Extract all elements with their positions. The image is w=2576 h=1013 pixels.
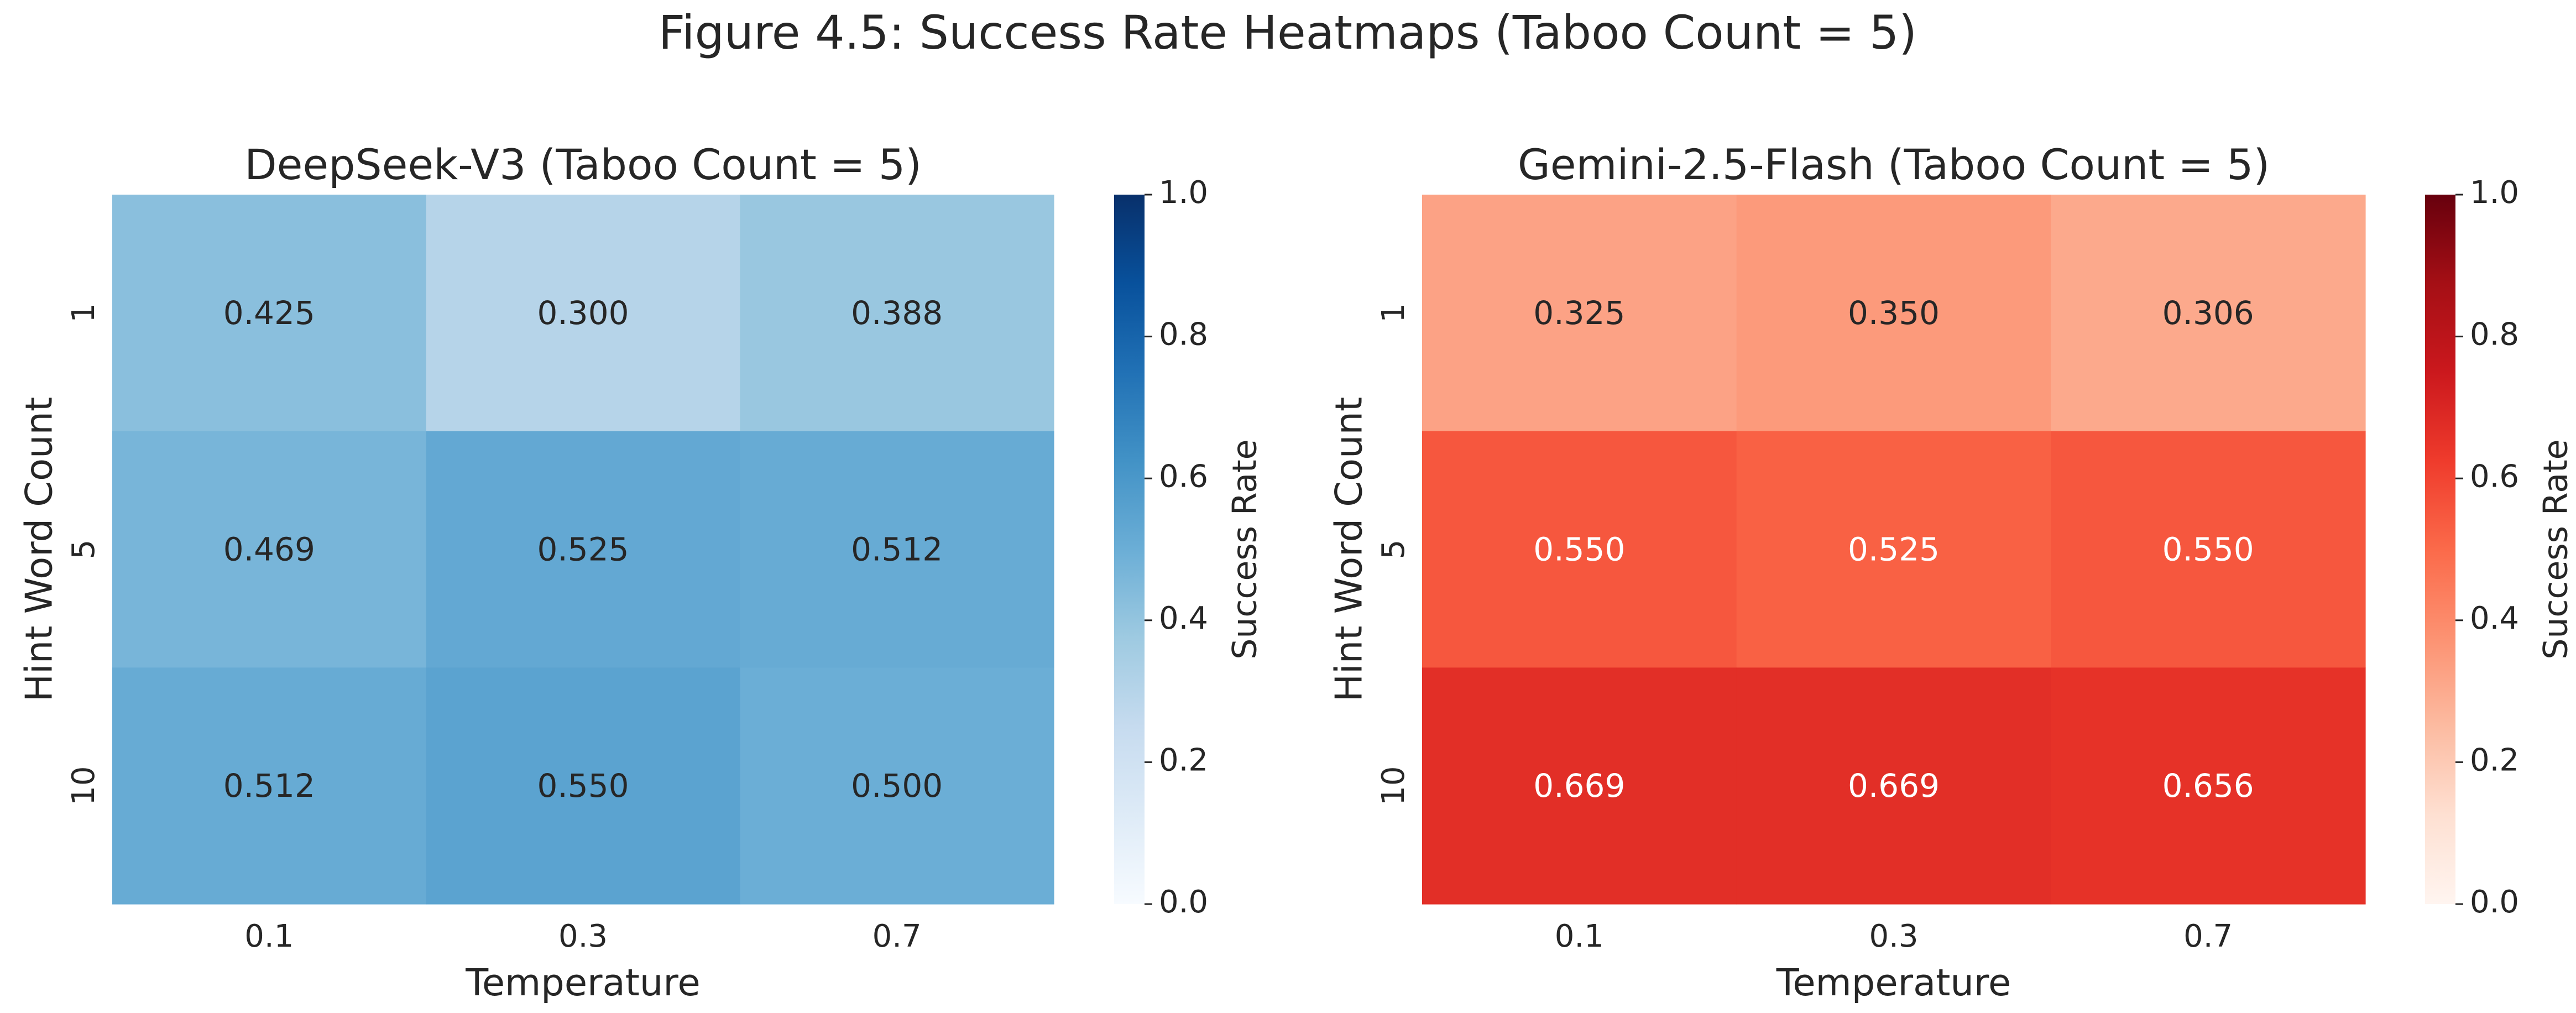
heatmap-cell <box>426 431 740 668</box>
heatmap-panels: DeepSeek-V3 (Taboo Count = 5) 0.425 0.300 0… <box>18 140 2575 1004</box>
heatmap-cell <box>426 667 740 905</box>
cell-value-label: 0.325 <box>1533 294 1625 332</box>
cell-value-label: 0.500 <box>851 767 943 805</box>
heatmap-cell <box>112 667 427 905</box>
cell-value-label: 0.388 <box>851 294 943 332</box>
x-tick-label: 0.3 <box>558 918 608 954</box>
x-tick-label: 0.3 <box>1869 918 1918 954</box>
cell-value-label: 0.550 <box>2162 531 2254 568</box>
cell-value-label: 0.656 <box>2162 767 2254 805</box>
cell-value-label: 0.550 <box>537 767 629 805</box>
heatmap-cell <box>1736 431 2051 668</box>
cell-value-label: 0.550 <box>1533 531 1625 568</box>
y-tick-label: 1 <box>1376 303 1412 323</box>
cell-value-label: 0.306 <box>2162 294 2254 332</box>
y-axis-label: Hint Word Count <box>1328 397 1371 702</box>
colorbar-tick-label: 0.2 <box>1159 743 1208 779</box>
colorbar-tick-label: 0.2 <box>2470 743 2519 779</box>
x-tick-label: 0.7 <box>2183 918 2233 954</box>
colorbar-label: Success Rate <box>1226 439 1265 659</box>
heatmap-cell <box>740 195 1054 432</box>
cell-value-label: 0.425 <box>223 294 315 332</box>
heatmap-cell <box>1422 667 1737 905</box>
cell-value-label: 0.512 <box>223 767 315 805</box>
colorbar-label: Success Rate <box>2537 439 2575 659</box>
colorbar <box>2425 195 2455 904</box>
x-axis-label: Temperature <box>1776 961 2011 1004</box>
heatmap-panel-gemini: Gemini-2.5-Flash (Taboo Count = 5) 0.325 0… <box>1328 140 2575 1004</box>
heatmap-panel-deepseek: DeepSeek-V3 (Taboo Count = 5) 0.425 0.300 0… <box>18 140 1265 1004</box>
cell-value-label: 0.350 <box>1848 294 1940 332</box>
cell-value-label: 0.669 <box>1848 767 1940 805</box>
colorbar-tick-label: 0.4 <box>1159 601 1208 636</box>
heatmap-cell <box>740 667 1054 905</box>
colorbar-tick-label: 0.8 <box>2470 317 2519 353</box>
colorbar <box>1114 195 1145 904</box>
y-tick-label: 1 <box>66 303 102 323</box>
x-tick-label: 0.1 <box>1555 918 1604 954</box>
y-axis-label: Hint Word Count <box>18 397 61 702</box>
heatmap-cell <box>1422 195 1737 432</box>
heatmap-cell <box>112 431 427 668</box>
x-axis-label: Temperature <box>465 961 700 1004</box>
colorbar-tick-label: 0.6 <box>1159 458 1208 494</box>
y-tick-label: 10 <box>66 766 102 806</box>
panel-title: DeepSeek-V3 (Taboo Count = 5) <box>244 140 922 189</box>
heatmap-cell <box>426 195 740 432</box>
colorbar-tick-label: 0.4 <box>2470 601 2519 636</box>
cell-value-label: 0.300 <box>537 294 629 332</box>
y-tick-label: 10 <box>1376 766 1412 806</box>
colorbar-tick-label: 1.0 <box>1159 175 1208 211</box>
colorbar-tick-label: 0.6 <box>2470 458 2519 494</box>
cell-value-label: 0.512 <box>851 531 943 568</box>
cell-value-label: 0.469 <box>223 531 315 568</box>
heatmap-cell <box>1736 195 2051 432</box>
cell-value-label: 0.669 <box>1533 767 1625 805</box>
heatmap-cell <box>2051 667 2366 905</box>
heatmap-cell <box>1736 667 2051 905</box>
x-tick-label: 0.1 <box>244 918 294 954</box>
heatmap-cell <box>2051 195 2366 432</box>
figure-title: Figure 4.5: Success Rate Heatmaps (Taboo… <box>659 6 1917 60</box>
colorbar-tick-label: 0.8 <box>1159 317 1208 353</box>
y-tick-label: 5 <box>66 540 102 560</box>
heatmap-cell <box>740 431 1054 668</box>
heatmap-cell <box>1422 431 1737 668</box>
cell-value-label: 0.525 <box>537 531 629 568</box>
colorbar-tick-label: 1.0 <box>2470 175 2519 211</box>
colorbar-tick-label: 0.0 <box>2470 884 2519 920</box>
heatmap-cell <box>2051 431 2366 668</box>
heatmap-cell <box>112 195 427 432</box>
cell-value-label: 0.525 <box>1848 531 1940 568</box>
y-tick-label: 5 <box>1376 540 1412 560</box>
x-tick-label: 0.7 <box>872 918 922 954</box>
colorbar-tick-label: 0.0 <box>1159 884 1208 920</box>
panel-title: Gemini-2.5-Flash (Taboo Count = 5) <box>1518 140 2270 189</box>
